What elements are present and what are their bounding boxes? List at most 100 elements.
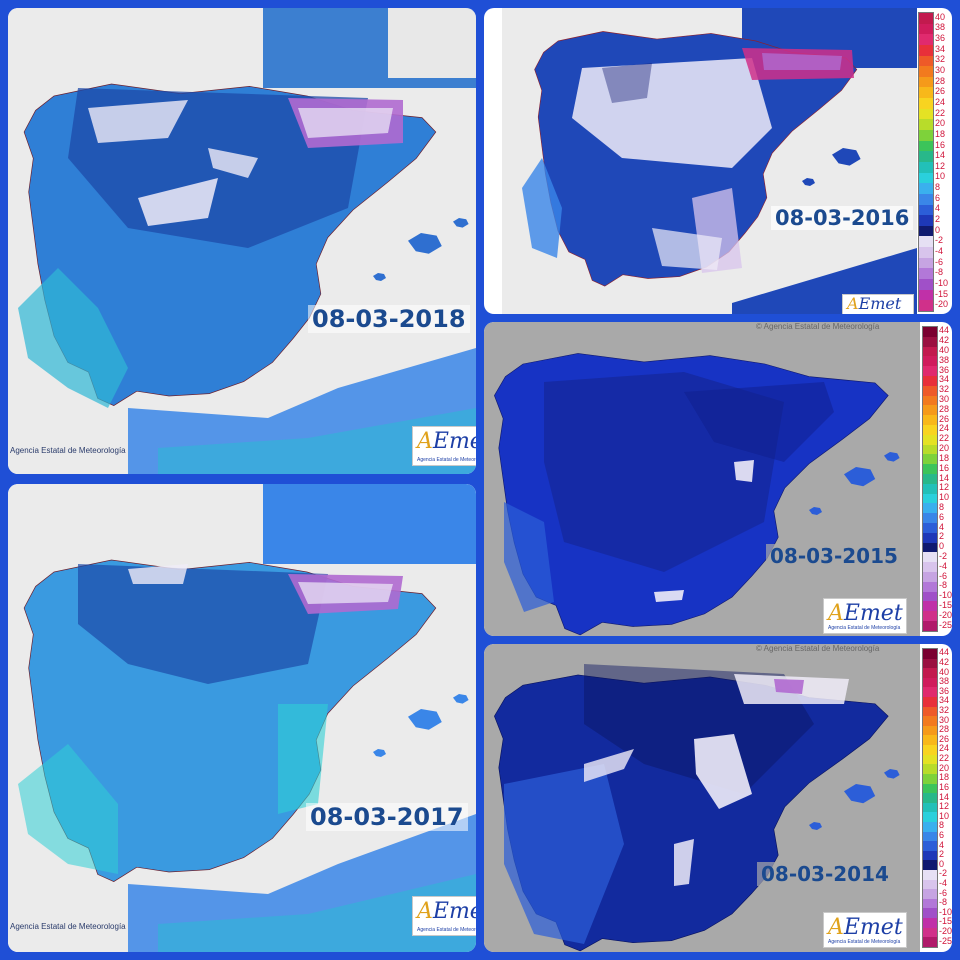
legend-value-label: 12 (939, 801, 950, 812)
legend-value-label: 14 (939, 472, 950, 483)
legend-swatch (919, 119, 933, 131)
legend-value-label: 34 (939, 695, 950, 706)
legend-swatch (923, 831, 937, 842)
legend-value-label: 26 (939, 413, 950, 424)
legend-swatch (923, 542, 937, 553)
legend-swatch (923, 687, 937, 698)
legend-swatch (923, 716, 937, 726)
legend-swatch (923, 493, 937, 504)
aemet-logo-text: AEmet (828, 915, 903, 940)
temperature-legend-2015: 44 42 40 38 36 34 32 30 28 26 24 22 20 18 16 14 12 10 8 6 4 2… (922, 326, 952, 632)
legend-swatch (919, 204, 933, 216)
legend-swatch (923, 706, 937, 717)
legend-value-label: 12 (935, 160, 946, 171)
temperature-map-2018 (18, 8, 476, 474)
aemet-logo-subtitle: Agencia Estatal de Meteorología (828, 939, 901, 945)
legend-value-label: 24 (939, 743, 950, 754)
temperature-map-2017 (18, 484, 476, 952)
legend-swatch (923, 434, 937, 445)
legend-value-label: 16 (939, 462, 950, 473)
legend-color-bar (922, 648, 938, 948)
legend-swatch (919, 236, 933, 248)
legend-value-label: 20 (935, 118, 946, 129)
legend-swatch (923, 850, 937, 861)
date-label-2014: 08-03-2014 (757, 862, 893, 886)
legend-swatch (923, 793, 937, 803)
legend-value-label: 32 (939, 704, 950, 715)
legend-swatch (923, 385, 937, 396)
legend-swatch (923, 918, 937, 928)
legend-swatch (923, 532, 937, 543)
legend-swatch (923, 366, 937, 376)
legend-value-label: 30 (939, 714, 950, 725)
legend-swatch (923, 745, 937, 755)
legend-swatch (923, 346, 937, 357)
legend-swatch (919, 289, 933, 301)
temperature-map-2015 (493, 352, 900, 636)
legend-swatch (919, 268, 933, 280)
legend-value-label: 22 (935, 107, 946, 118)
legend-value-label: 38 (935, 22, 946, 33)
legend-swatch (923, 503, 937, 514)
legend-value-label: 20 (939, 443, 950, 454)
legend-value-label: -4 (939, 560, 948, 571)
legend-value-label: -6 (935, 256, 944, 267)
legend-swatch (923, 773, 937, 784)
legend-value-label: 6 (939, 511, 945, 522)
legend-swatch (923, 356, 937, 367)
map-panel-2015: © Agencia Estatal de Meteorología 08-03-… (484, 322, 952, 636)
legend-value-label: 26 (939, 733, 950, 744)
legend-value-label: 40 (939, 666, 950, 677)
legend-value-label: 8 (935, 182, 941, 193)
legend-swatch (923, 405, 937, 416)
legend-value-label: 32 (939, 384, 950, 395)
aemet-logo-text: AEmet (417, 899, 476, 924)
legend-swatch (923, 513, 937, 523)
legend-value-label: 28 (939, 403, 950, 414)
legend-swatch (919, 34, 933, 45)
legend-swatch (923, 735, 937, 746)
aemet-logo: AEmet Agencia Estatal de Meteorología (823, 598, 907, 634)
legend-swatch (923, 336, 937, 347)
legend-value-label: 44 (939, 647, 950, 658)
date-label-2017: 08-03-2017 (306, 803, 468, 831)
legend-value-label: 26 (935, 86, 946, 97)
legend-swatch (923, 444, 937, 455)
legend-swatch (923, 754, 937, 765)
copyright-text: © Agencia Estatal de Meteorología (756, 322, 880, 331)
legend-value-label: -2 (939, 868, 948, 879)
temperature-legend-2016: 40 38 36 34 32 30 28 26 24 22 20 18 16 14 12 10 8 6 4 2 0 -2-… (918, 12, 952, 312)
map-panel-2014: © Agencia Estatal de Meteorología 08-03-… (484, 644, 952, 952)
legend-swatch (923, 611, 937, 621)
legend-swatch (919, 172, 933, 184)
legend-value-label: 30 (939, 394, 950, 405)
legend-value-label: 6 (935, 192, 941, 203)
legend-value-label: -8 (939, 580, 948, 591)
legend-swatch (923, 889, 937, 899)
map-panel-2017: 08-03-2017 Agencia Estatal de Meteorolog… (8, 484, 476, 952)
legend-value-label: -4 (939, 878, 948, 889)
legend-value-label: -8 (939, 897, 948, 908)
legend-swatch (923, 620, 937, 631)
legend-value-label: 4 (935, 203, 941, 214)
legend-swatch (919, 108, 933, 120)
legend-swatch (923, 937, 937, 947)
legend-value-label: -10 (935, 277, 949, 288)
legend-swatch (919, 140, 933, 152)
legend-value-label: -20 (939, 609, 952, 620)
legend-value-label: -6 (939, 570, 948, 581)
legend-value-label: 36 (935, 33, 946, 44)
legend-value-label: -4 (935, 245, 944, 256)
legend-swatch (923, 571, 937, 582)
credit-text: Agencia Estatal de Meteorología (10, 446, 126, 455)
legend-value-label: 6 (939, 829, 945, 840)
legend-value-label: 18 (935, 128, 946, 139)
legend-value-label: 0 (939, 541, 945, 552)
legend-swatch (919, 87, 933, 99)
aemet-logo-text: AEmet (847, 294, 902, 313)
legend-value-label: 10 (939, 492, 950, 503)
legend-swatch (923, 483, 937, 494)
legend-swatch (919, 66, 933, 77)
legend-swatch (919, 257, 933, 269)
map-panel-2016: 08-03-2016 AEmet 40 38 36 34 32 30 28 26 24 22 20 1… (484, 8, 952, 314)
